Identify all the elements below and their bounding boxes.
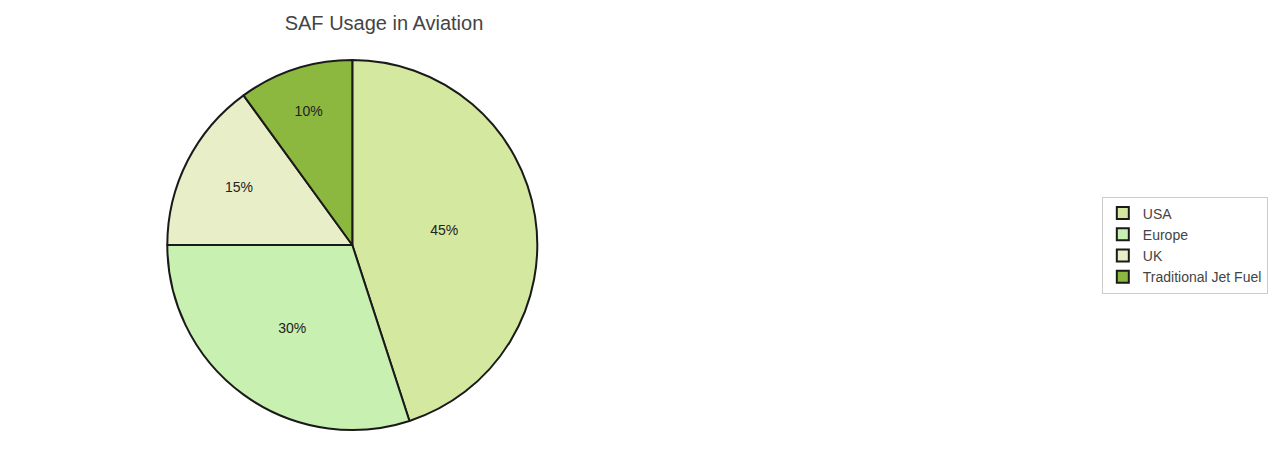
svg-text:45%: 45% [430, 222, 458, 238]
svg-text:15%: 15% [225, 179, 253, 195]
svg-text:30%: 30% [278, 320, 306, 336]
svg-text:USA: USA [1143, 206, 1172, 222]
svg-text:UK: UK [1143, 248, 1163, 264]
svg-text:10%: 10% [295, 103, 323, 119]
svg-text:SAF Usage in Aviation: SAF Usage in Aviation [285, 12, 484, 34]
svg-text:Traditional Jet Fuel: Traditional Jet Fuel [1143, 269, 1262, 285]
svg-text:Europe: Europe [1143, 227, 1188, 243]
